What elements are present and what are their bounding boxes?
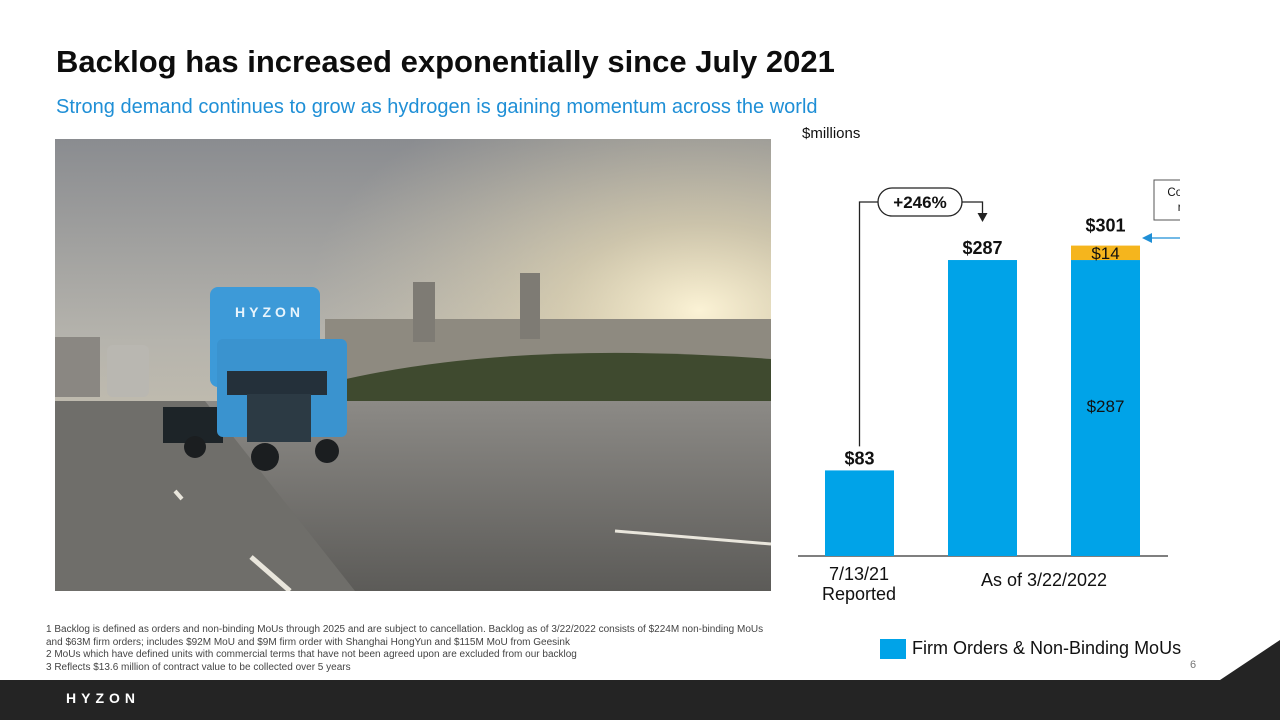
bar-firm-orders-0: [825, 470, 894, 556]
bar-firm-orders-2: [1071, 260, 1140, 556]
footnote-1b: and $63M firm orders; includes $92M MoU …: [46, 636, 570, 648]
total-label-1: $287: [962, 238, 1002, 258]
callout-text-line2: remaining: [1178, 202, 1180, 214]
callout-text-line1: Contract Value: [1167, 187, 1180, 199]
bars-group: [825, 245, 1140, 556]
bar-contract-value-2: [1071, 245, 1140, 261]
x-tick-label-as-of: As of 3/22/2022: [981, 570, 1107, 590]
footnote-2: 2 MoUs which have defined units with com…: [46, 649, 577, 660]
callout-arrow-head: [1142, 233, 1152, 243]
growth-annotation-text: +246%: [893, 193, 946, 212]
chart-legend: Firm Orders & Non-Binding MoUs: [880, 638, 1181, 659]
segment-label-firm-orders: $287: [1087, 397, 1125, 416]
legend-swatch: [880, 638, 906, 659]
x-tick-label-reported-line2: Reported: [822, 584, 896, 604]
growth-arrow-line: [858, 201, 984, 447]
footer-bar: [0, 680, 1280, 720]
slide-subtitle: Strong demand continues to grow as hydro…: [56, 96, 818, 118]
footnotes: 1 Backlog is defined as orders and non-b…: [46, 624, 836, 674]
truck-photo: HYZON: [55, 139, 771, 591]
callout-connector: [1150, 237, 1180, 239]
callout-box: [1153, 179, 1180, 221]
segment-label-contract-value: $14: [1091, 244, 1119, 263]
units-label: $millions: [802, 125, 861, 142]
slide-title: Backlog has increased exponentially sinc…: [56, 44, 835, 79]
bar-firm-orders-1: [948, 260, 1017, 556]
footnote-3: 3 Reflects $13.6 million of contract val…: [46, 661, 351, 673]
truck-logo-text: HYZON: [235, 304, 304, 320]
footer-corner-accent: [1220, 640, 1280, 680]
growth-annotation-pill: [877, 187, 963, 217]
backlog-chart: $83 $287 $301 $287 $14 7/13/21 Reported …: [798, 179, 1180, 604]
growth-arrow-head: [977, 213, 988, 222]
x-tick-label-reported-line1: 7/13/21: [829, 564, 889, 584]
legend-label: Firm Orders & Non-Binding MoUs: [912, 638, 1182, 658]
page-number: 6: [1190, 659, 1197, 671]
footnote-1a: 1 Backlog is defined as orders and non-b…: [46, 624, 764, 635]
total-label-2: $301: [1085, 216, 1125, 236]
total-label-0: $83: [844, 448, 874, 468]
footer-logo: HYZON: [66, 690, 140, 706]
